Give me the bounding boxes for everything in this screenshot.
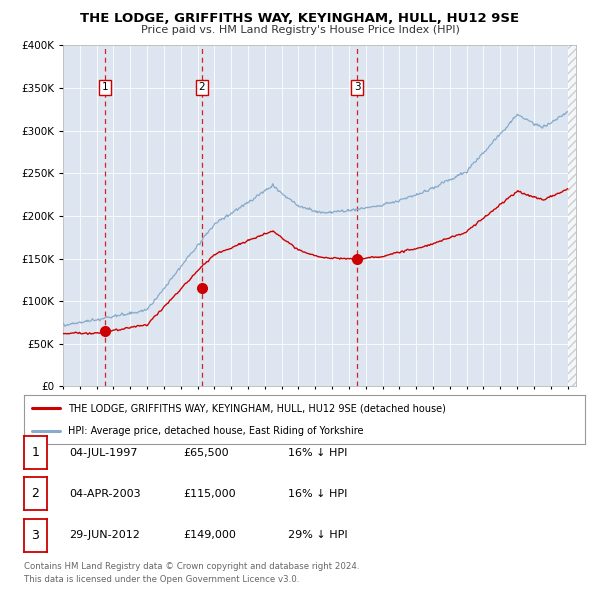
Text: 04-APR-2003: 04-APR-2003 [69, 489, 140, 499]
Text: 29-JUN-2012: 29-JUN-2012 [69, 530, 140, 540]
Text: £115,000: £115,000 [183, 489, 236, 499]
Text: Contains HM Land Registry data © Crown copyright and database right 2024.: Contains HM Land Registry data © Crown c… [24, 562, 359, 571]
Text: This data is licensed under the Open Government Licence v3.0.: This data is licensed under the Open Gov… [24, 575, 299, 584]
Text: £149,000: £149,000 [183, 530, 236, 540]
Text: 1: 1 [102, 82, 109, 92]
Text: 3: 3 [354, 82, 361, 92]
Text: THE LODGE, GRIFFITHS WAY, KEYINGHAM, HULL, HU12 9SE: THE LODGE, GRIFFITHS WAY, KEYINGHAM, HUL… [80, 12, 520, 25]
Text: 2: 2 [199, 82, 205, 92]
Text: 29% ↓ HPI: 29% ↓ HPI [288, 530, 347, 540]
Text: 1: 1 [31, 446, 40, 459]
Text: 3: 3 [31, 529, 40, 542]
Text: 2: 2 [31, 487, 40, 500]
Text: HPI: Average price, detached house, East Riding of Yorkshire: HPI: Average price, detached house, East… [68, 427, 363, 437]
Text: £65,500: £65,500 [183, 448, 229, 457]
Text: THE LODGE, GRIFFITHS WAY, KEYINGHAM, HULL, HU12 9SE (detached house): THE LODGE, GRIFFITHS WAY, KEYINGHAM, HUL… [68, 404, 446, 414]
Text: Price paid vs. HM Land Registry's House Price Index (HPI): Price paid vs. HM Land Registry's House … [140, 25, 460, 35]
Text: 04-JUL-1997: 04-JUL-1997 [69, 448, 137, 457]
Text: 16% ↓ HPI: 16% ↓ HPI [288, 489, 347, 499]
Text: 16% ↓ HPI: 16% ↓ HPI [288, 448, 347, 457]
